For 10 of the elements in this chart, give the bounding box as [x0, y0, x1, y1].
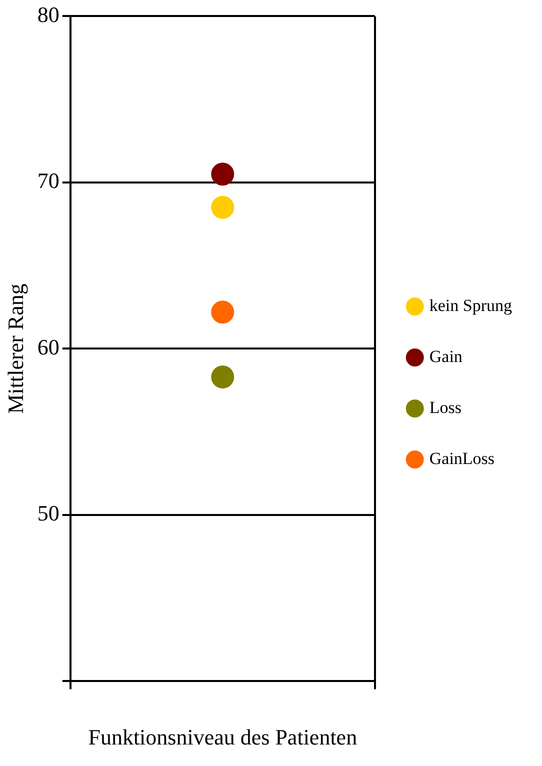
x-axis-title: Funktionsniveau des Patienten: [88, 724, 358, 750]
y-tick-label: 80: [37, 2, 60, 27]
legend-label: Loss: [429, 398, 462, 417]
y-tick-label: 70: [37, 168, 60, 194]
legend-label: GainLoss: [429, 448, 495, 468]
y-tick-label: 60: [37, 334, 60, 360]
y-tick-label: 50: [37, 500, 60, 526]
y-axis-title: Mittlerer Rang: [2, 284, 28, 414]
legend-label: kein Sprung: [429, 296, 512, 315]
legend-label: Gain: [429, 346, 463, 366]
